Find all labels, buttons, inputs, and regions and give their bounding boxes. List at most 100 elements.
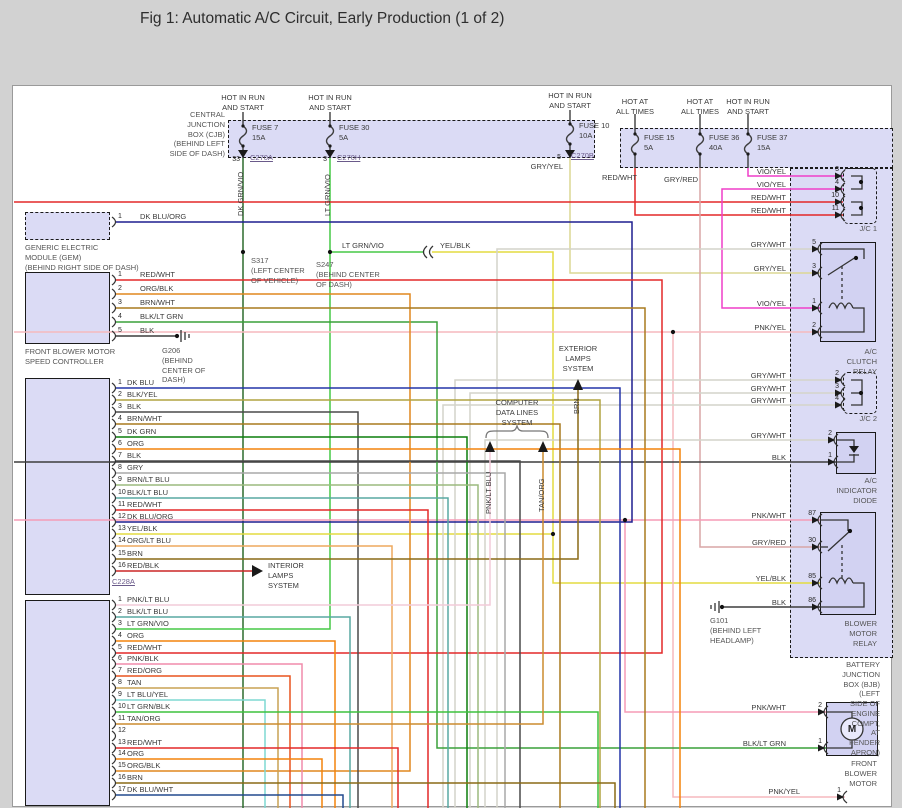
rpin-number: 2: [835, 370, 839, 377]
speed-controller-connector-pin-number: 3: [118, 299, 122, 306]
connector-c228a-wire-label: DK BLU/ORG: [127, 512, 174, 521]
connector-2-pin-number: 10: [118, 703, 126, 710]
connector-c228a-pin-number: 2: [118, 391, 122, 398]
rpin-number: 4: [835, 179, 839, 186]
connector-2-wire-label: LT BLU/YEL: [127, 690, 168, 699]
hot-label-fuse36: HOT AT ALL TIMES: [681, 97, 719, 116]
label-gry-wht: GRY/WHT: [750, 396, 786, 405]
fuse7-label: FUSE 7 15A: [252, 123, 279, 142]
g206-label: G206 (BEHIND CENTER OF DASH): [162, 346, 206, 385]
connector-2-pin-number: 9: [118, 691, 122, 698]
connector-2-wire-label: BLK/LT BLU: [127, 607, 168, 616]
rpin-number: 2: [812, 322, 816, 329]
label-brn: BRN: [572, 398, 581, 414]
connector-2-pin-number: 7: [118, 667, 122, 674]
connector-c228a-wire-label: YEL/BLK: [127, 524, 158, 533]
label-pnk-yel: PNK/YEL: [754, 323, 786, 332]
ac-clutch-relay-label: A/C CLUTCH RELAY: [846, 347, 877, 376]
label-gry-red: GRY/RED: [664, 175, 699, 184]
motor-m: M: [847, 724, 857, 735]
connector-2-wire-label: LT GRN/VIO: [127, 619, 169, 628]
connector-2-pin-number: 4: [118, 632, 122, 639]
connector-2-wire-label: TAN: [127, 678, 142, 687]
jc1-box: [843, 168, 877, 224]
fuse37-label: FUSE 37 15A: [757, 133, 788, 152]
rpin-number: 3: [812, 263, 816, 270]
connector-2-pin-number: 17: [118, 786, 126, 793]
fuse30-label: FUSE 30 5A: [339, 123, 370, 142]
connector-2-pin-number: 6: [118, 655, 122, 662]
label-blk-lt-grn: BLK/LT GRN: [742, 739, 786, 748]
connector-c228a-wire-label: DK GRN: [127, 427, 157, 436]
interior-lamps-label: INTERIOR LAMPS SYSTEM: [268, 561, 304, 590]
connector-c228a-pin-number: 14: [118, 537, 126, 544]
connector-c228a-pin-number: 16: [118, 562, 126, 569]
connector-2-wire-label: BRN: [127, 773, 143, 782]
connector2-box: [25, 600, 110, 806]
label-tan-org: TAN/ORG: [537, 478, 546, 512]
connector-2-wire-label: RED/ORG: [127, 666, 163, 675]
label-red-wht: RED/WHT: [751, 193, 786, 202]
hot-label-fuse37: HOT IN RUN AND START: [726, 97, 770, 116]
gem-connector-pin-number: 1: [118, 213, 122, 220]
label-lt-grn-vio: LT GRN/VIO: [323, 174, 332, 216]
connector-c228a-wire-label: BLK: [127, 402, 142, 411]
label-3: 3: [323, 156, 327, 163]
connector-c228a-pin-number: 10: [118, 489, 126, 496]
connector-c228a-wire-label: DK BLU: [127, 378, 155, 387]
speed-controller-connector-wire-label: BLK/LT GRN: [140, 312, 184, 321]
label-blk: BLK: [771, 598, 786, 607]
rpin-number: 85: [808, 573, 816, 580]
label-red-wht: RED/WHT: [751, 206, 786, 215]
connector-c228a-pin-number: 1: [118, 379, 122, 386]
connector-c228a-pin-number: 5: [118, 428, 122, 435]
connector-2-wire-label: DK BLU/WHT: [127, 785, 174, 794]
speed-controller-box: [25, 272, 110, 344]
speed-controller-connector-wire-label: RED/WHT: [140, 270, 175, 279]
connector-c228a-wire-label: GRY: [127, 463, 144, 472]
connector-2-wire-label: ORG: [127, 749, 145, 758]
speed-controller-label: FRONT BLOWER MOTOR SPEED CONTROLLER: [25, 347, 116, 366]
speed-controller-connector-wire-label: BRN/WHT: [140, 298, 175, 307]
fuse36-label: FUSE 36 40A: [709, 133, 740, 152]
connector-2-wire-label: RED/WHT: [127, 738, 162, 747]
jc2-box: [843, 372, 877, 414]
connector-c228a-pin-number: 11: [118, 501, 126, 508]
ac-indicator-diode-label: A/C INDICATOR DIODE: [836, 476, 877, 505]
label-pnk-lt-blu: PNK/LT BLU: [484, 471, 493, 514]
connector-2-pin-number: 1: [118, 596, 122, 603]
blower-motor-relay-label: BLOWER MOTOR RELAY: [844, 619, 877, 648]
connector-c228a-wire-label: RED/BLK: [127, 561, 160, 570]
connector-c228a-pin-number: 9: [118, 476, 122, 483]
computer-data-lines-label: COMPUTER DATA LINES SYSTEM: [495, 398, 539, 427]
hot-label-fuse30: HOT IN RUN AND START: [308, 93, 352, 112]
label-yel-blk: YEL/BLK: [440, 241, 471, 250]
connector-2-wire-label: PNK/LT BLU: [127, 595, 170, 604]
speed-controller-connector-pin-number: 5: [118, 327, 122, 334]
label-pnk-yel: PNK/YEL: [768, 787, 800, 796]
label-pnk-wht: PNK/WHT: [751, 703, 786, 712]
connector-2-wire-label: PNK/BLK: [127, 654, 159, 663]
connector-2-pin-number: 8: [118, 679, 122, 686]
connector-2-pin-number: 12: [118, 727, 126, 734]
label-5: 5: [557, 154, 561, 161]
connector-c270h: C270H: [337, 153, 361, 162]
connector-c270a: C270A: [250, 153, 273, 162]
connector-c228a-pin-number: 3: [118, 403, 122, 410]
connector-c228a-wire-label: BRN/LT BLU: [127, 475, 170, 484]
connector-2-wire-label: ORG/BLK: [127, 761, 161, 770]
figure-title: Fig 1: Automatic A/C Circuit, Early Prod…: [140, 10, 505, 27]
connector1-box: [25, 378, 110, 595]
rpin-number: 87: [808, 510, 816, 517]
connector-2-wire-label: LT GRN/BLK: [127, 702, 171, 711]
label-gry-yel: GRY/YEL: [530, 162, 563, 171]
rpin-number: 2: [818, 702, 822, 709]
s247-label: S247 (BEHIND CENTER OF DASH): [316, 260, 380, 289]
rpin-number: 86: [808, 597, 816, 604]
rpin-number: 11: [831, 205, 839, 212]
connector-c228a-label: C228A: [112, 577, 135, 586]
gem-connector-wire-label: DK BLU/ORG: [140, 212, 187, 221]
rpin-number: 5: [812, 239, 816, 246]
gem-label: GENERIC ELECTRIC MODULE (GEM) (BEHIND RI…: [25, 243, 139, 272]
fuse10-label: FUSE 10 10A: [579, 121, 610, 140]
